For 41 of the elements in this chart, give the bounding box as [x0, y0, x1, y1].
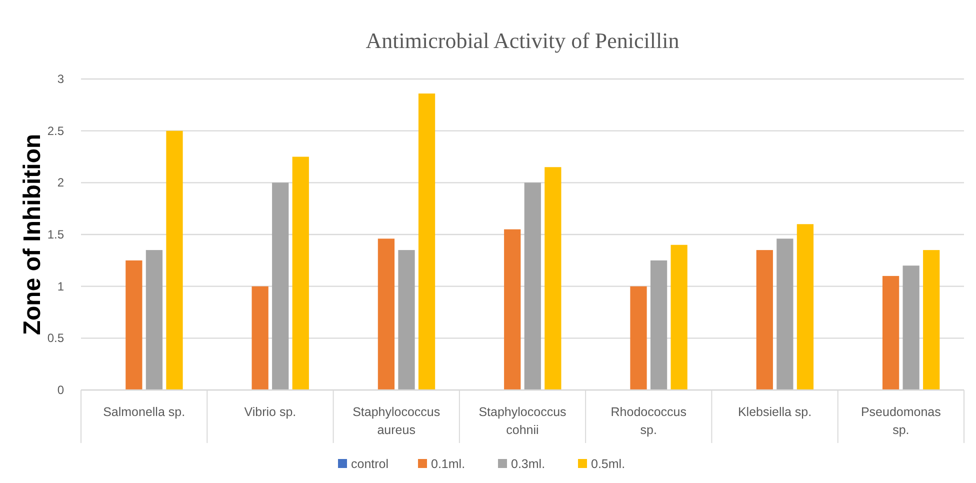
legend-label: 0.5ml. — [591, 457, 626, 471]
bar — [378, 238, 395, 390]
y-tick-label: 2.5 — [47, 124, 64, 138]
bar — [923, 250, 940, 390]
y-axis-title: Zone of Inhibition — [19, 134, 46, 336]
y-tick-label: 1.5 — [47, 228, 64, 242]
bar — [166, 130, 183, 390]
y-tick-label: 0 — [57, 383, 64, 397]
bar — [544, 167, 562, 390]
bar — [126, 260, 142, 390]
x-tick-label: Staphylococcus aureus — [352, 405, 440, 437]
bar — [882, 276, 900, 390]
x-tick-label: Klebsiella sp. — [738, 405, 812, 419]
bar — [524, 182, 541, 390]
x-tick-label: Pseudomonas sp. — [860, 405, 941, 437]
x-tick-label: Rhodococcus sp. — [610, 405, 687, 437]
bar — [146, 250, 163, 390]
bar — [418, 94, 436, 390]
bar — [756, 250, 773, 390]
x-tick-label: Vibrio sp. — [244, 405, 296, 419]
legend-label: control — [351, 457, 389, 471]
chart-title: Antimicrobial Activity of Penicillin — [366, 28, 680, 53]
y-tick-label: 2 — [57, 176, 64, 190]
bar — [796, 224, 814, 390]
x-tick-label: Staphylococcus cohnii — [478, 405, 566, 437]
y-tick-label: 3 — [57, 72, 64, 86]
bar — [902, 266, 920, 390]
legend-label: 0.3ml. — [511, 457, 546, 471]
x-tick-label: Salmonella sp. — [103, 405, 186, 419]
bar — [272, 182, 289, 390]
y-tick-label: 1 — [57, 279, 64, 294]
bar — [650, 260, 668, 390]
bar — [292, 156, 309, 390]
bar — [398, 250, 415, 390]
legend-label: 0.1ml. — [431, 457, 466, 471]
bar — [670, 244, 688, 390]
bar — [252, 286, 268, 390]
y-tick-label: 0.5 — [47, 331, 64, 346]
bar — [630, 286, 647, 390]
bar — [504, 229, 521, 390]
bar — [776, 238, 794, 390]
